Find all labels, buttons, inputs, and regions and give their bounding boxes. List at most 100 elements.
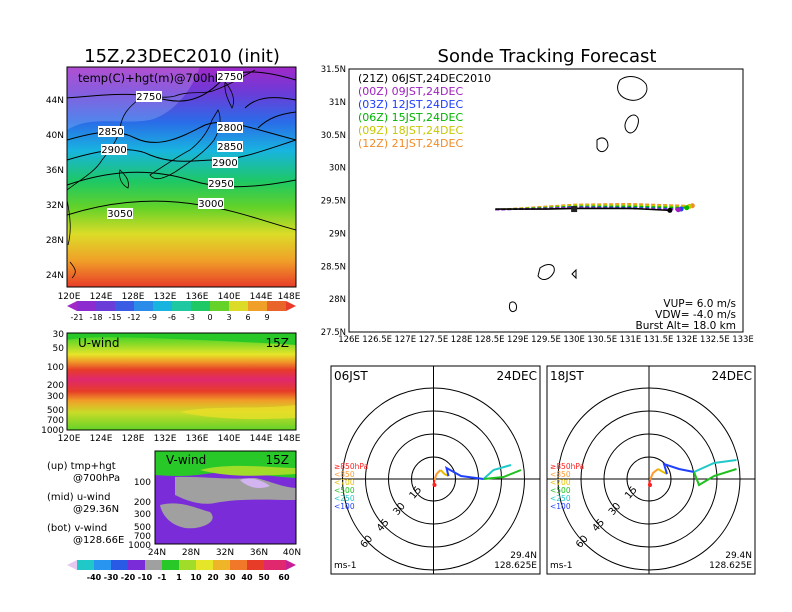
track-params: VUP= 6.0 m/s VDW= -4.0 m/s Burst Alt= 18…: [636, 298, 736, 332]
tick-label: 700: [47, 416, 64, 426]
tick-label: 132E: [154, 434, 177, 444]
tick-label: 44N: [46, 96, 64, 106]
u-wind-time: 15Z: [266, 336, 290, 350]
track-panel: (21Z) 06JST,24DEC2010 (00Z) 09JST,24DEC …: [321, 65, 754, 345]
burst-point: [667, 207, 673, 213]
tick-label: 40N: [46, 131, 64, 141]
tick-label: 128E: [451, 335, 473, 345]
level-label: <100: [334, 502, 355, 511]
colorbar-label: -15: [108, 313, 121, 322]
map-panel-label: temp(C)+hgt(m)@700hPa: [78, 71, 228, 85]
right-title: Sonde Tracking Forecast: [438, 46, 657, 67]
tick-label: 24N: [148, 548, 166, 558]
temp-colorbar: [67, 301, 296, 311]
contour-label: 2750: [136, 92, 161, 103]
hodograph-trace: [693, 459, 737, 473]
contour-label: 2850: [217, 142, 242, 153]
track-y-ticks: 31.5N 31N 30.5N 30N 29.5N 29N 28.5N 28N 27.5N: [321, 65, 346, 338]
legend-entry: (12Z) 21JST,24DEC: [358, 137, 463, 150]
hodograph-trace: [444, 466, 484, 480]
contour-label: 3050: [107, 209, 132, 220]
legend-entry: (21Z) 06JST,24DEC2010: [358, 72, 491, 85]
burst-point: [675, 207, 681, 213]
tick-label: 128E: [122, 292, 145, 302]
tick-label: 32N: [46, 201, 64, 211]
colorbar-label: 0: [207, 313, 212, 322]
colorbar-label: 10: [190, 573, 202, 582]
tick-label: 500: [47, 406, 64, 416]
v-wind-x-ticks: 24N 28N 32N 36N 40N: [148, 548, 301, 558]
colorbar-label: -1: [158, 573, 167, 582]
tick-label: 132.5E: [700, 335, 730, 345]
legend-entry: (06Z) 15JST,24DEC: [358, 111, 463, 124]
v-wind-label: V-wind: [166, 453, 206, 467]
tick-label: 120E: [58, 292, 81, 302]
colorbar-label: -30: [104, 573, 119, 582]
tick-label: 100: [47, 363, 64, 373]
hodograph-trace: [439, 469, 449, 477]
note-line: @29.36N: [73, 504, 119, 515]
colorbar-label: -21: [70, 313, 83, 322]
burst-marker: [571, 206, 578, 213]
tick-label: 28.5N: [321, 262, 346, 272]
left-title: 15Z,23DEC2010 (init): [84, 46, 280, 67]
map-lat-ticks: 44N 40N 36N 32N 28N 24N: [46, 96, 64, 281]
colorbar-label: -10: [138, 573, 153, 582]
hodograph-lon: 128.625E: [494, 561, 537, 571]
map-lon-ticks: 120E 124E 128E 132E 136E 140E 144E 148E: [58, 292, 301, 302]
tick-label: 120E: [58, 434, 81, 444]
hodograph-origin: [648, 483, 652, 487]
tick-label: 129.5E: [531, 335, 561, 345]
tick-label: 127E: [394, 335, 416, 345]
hodograph-trace: [662, 462, 695, 475]
contour-label: 2750: [217, 72, 242, 83]
u-wind-label: U-wind: [78, 336, 119, 350]
track-x-ticks: 126E 126.5E 127E 127.5E 128E 128.5E 129E 129.5E…: [338, 335, 754, 345]
colorbar-label: 9: [264, 313, 269, 322]
contour-label: 2950: [208, 179, 233, 190]
tick-label: 128.5E: [475, 335, 505, 345]
tick-label: 27.5N: [321, 328, 346, 338]
note-line: (bot) v-wind: [47, 523, 107, 534]
colorbar-label: -6: [168, 313, 176, 322]
tick-label: 130.5E: [587, 335, 617, 345]
tick-label: 1000: [128, 541, 151, 551]
tick-label: 29N: [329, 229, 346, 239]
track-legend: (21Z) 06JST,24DEC2010 (00Z) 09JST,24DEC …: [358, 72, 491, 150]
colorbar-label: -18: [89, 313, 102, 322]
tick-label: 28N: [329, 295, 346, 305]
tick-label: 31.5N: [321, 65, 346, 75]
colorbar-label: -20: [121, 573, 136, 582]
contour-label: 2900: [101, 145, 126, 156]
tick-label: 29.5N: [321, 197, 346, 207]
tick-label: 144E: [250, 292, 273, 302]
tick-label: 140E: [218, 292, 241, 302]
level-label: ≥850hPa: [334, 462, 368, 471]
hodograph-origin: [432, 483, 437, 487]
tick-label: 36N: [46, 166, 64, 176]
tick-label: 126E: [338, 335, 360, 345]
tick-label: 30.5N: [321, 131, 346, 141]
tick-label: 131E: [620, 335, 642, 345]
tick-label: 129E: [507, 335, 529, 345]
colorbar-label: -3: [187, 313, 195, 322]
hodograph-unit: ms-1: [334, 561, 356, 571]
hodograph-time: 06JST: [334, 369, 368, 383]
tick-label: 200: [47, 381, 64, 391]
tick-label: 144E: [250, 434, 273, 444]
panel-notes: (up) tmp+hgt @700hPa (mid) u-wind @29.36…: [47, 461, 124, 546]
hodograph-trace: [433, 469, 442, 481]
colorbar-label: 6: [245, 313, 250, 322]
tick-label: 140E: [218, 434, 241, 444]
colorbar-label: -12: [127, 313, 140, 322]
tick-label: 148E: [278, 292, 301, 302]
tick-label: 131.5E: [644, 335, 674, 345]
level-label: <500: [334, 486, 355, 495]
tick-label: 128E: [122, 434, 145, 444]
tick-label: 126.5E: [362, 335, 392, 345]
level-label: <700: [334, 478, 355, 487]
hodograph-trace: [482, 464, 512, 480]
hodograph-lat: 29.4N: [725, 551, 752, 561]
note-line: @128.66E: [73, 535, 124, 546]
